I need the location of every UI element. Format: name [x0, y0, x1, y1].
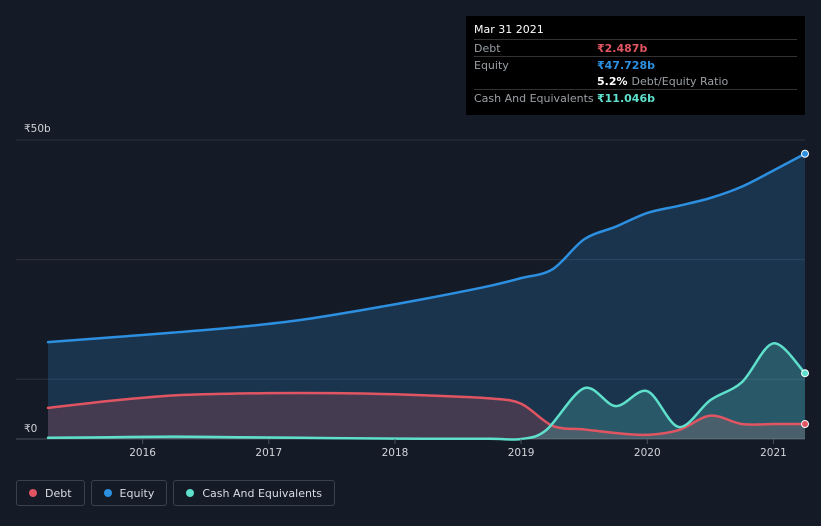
tooltip-row-cash: Cash And Equivalents ₹11.046b — [474, 89, 797, 106]
y-tick-label-max: ₹50b — [24, 123, 51, 135]
x-tick-label: 2021 — [760, 447, 787, 459]
tooltip-row-debt: Debt ₹2.487b — [474, 39, 797, 56]
tooltip-debt-label: Debt — [474, 41, 501, 55]
tooltip-cash-value: ₹11.046b — [597, 91, 655, 105]
x-tick-label: 2016 — [129, 447, 156, 459]
tooltip-cash-label: Cash And Equivalents — [474, 91, 594, 105]
legend-item-debt[interactable]: Debt — [16, 480, 85, 506]
cash-dot-icon — [186, 489, 195, 497]
tooltip-ratio-label: Debt/Equity Ratio — [631, 74, 729, 88]
tooltip-debt-value: ₹2.487b — [597, 41, 648, 55]
equity-line — [46, 152, 807, 344]
tooltip-equity-label: Equity — [474, 58, 509, 72]
debt-line — [46, 391, 807, 437]
legend-cash-label: Cash And Equivalents — [202, 486, 322, 500]
x-tick-label: 2019 — [508, 447, 535, 459]
cash-line — [46, 342, 807, 441]
equity-endpoint — [801, 149, 809, 158]
chart-legend: Debt Equity Cash And Equivalents — [16, 480, 335, 506]
tooltip-ratio-percent: 5.2% — [597, 74, 628, 88]
equity-dot-icon — [103, 489, 112, 497]
cash-area — [48, 343, 805, 440]
series-endpoints — [801, 149, 809, 429]
tooltip-row-ratio: 5.2% Debt/Equity Ratio — [474, 73, 797, 89]
x-axis-ticks: 2016 2017 2018 2019 2020 2021 — [129, 439, 787, 459]
legend-item-cash[interactable]: Cash And Equivalents — [173, 480, 335, 506]
legend-item-equity[interactable]: Equity — [90, 480, 168, 506]
tooltip-equity-value: ₹47.728b — [597, 58, 655, 72]
y-tick-label-zero: ₹0 — [24, 423, 37, 435]
x-tick-label: 2017 — [255, 447, 282, 459]
debt-endpoint — [801, 420, 809, 429]
equity-area — [48, 153, 805, 439]
debt-dot-icon — [29, 489, 37, 497]
debt-equity-chart: 2016 2017 2018 2019 2020 2021 ₹50b ₹0 — [16, 123, 809, 459]
debt-area — [48, 392, 805, 439]
x-tick-label: 2020 — [634, 447, 661, 459]
cash-endpoint — [801, 369, 809, 378]
series-lines — [46, 152, 807, 441]
legend-debt-label: Debt — [45, 486, 72, 500]
tooltip-row-equity: Equity ₹47.728b — [474, 56, 797, 73]
tooltip-date: Mar 31 2021 — [474, 23, 544, 36]
x-tick-label: 2018 — [382, 447, 409, 459]
legend-equity-label: Equity — [119, 486, 155, 500]
series-areas — [48, 153, 805, 440]
data-tooltip: Mar 31 2021 Debt ₹2.487b Equity ₹47.728b… — [466, 16, 805, 115]
